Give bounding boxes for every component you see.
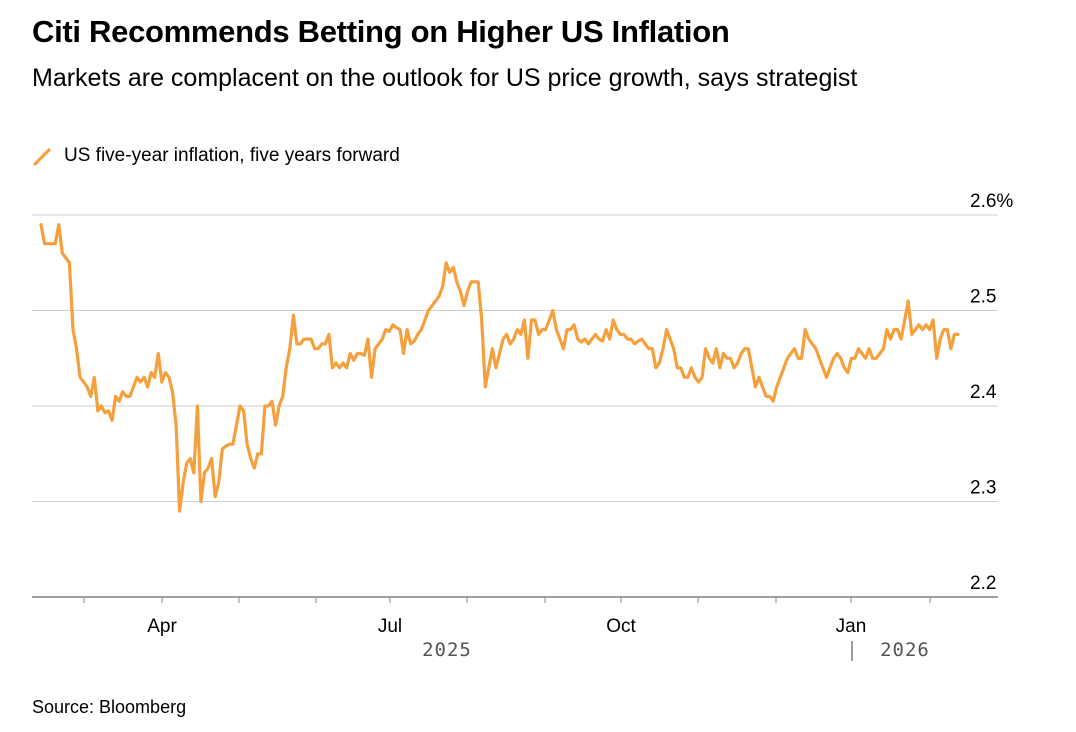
x-axis: Apr Jul Oct Jan 2025 2026	[83, 597, 931, 661]
chart-subtitle: Markets are complacent on the outlook fo…	[32, 64, 858, 92]
gridlines	[32, 214, 998, 598]
y-axis-labels: 2.2 2.3 2.4 2.5 2.6%	[970, 191, 1013, 594]
x-tick-label: Jan	[836, 616, 867, 637]
y-tick-label: 2.5	[970, 287, 996, 308]
x-year-label: 2026	[880, 639, 930, 661]
series-line-inflation	[39, 223, 960, 513]
y-tick-label: 2.6%	[970, 191, 1013, 212]
x-year-label: 2025	[422, 639, 472, 661]
legend-label: US five-year inflation, five years forwa…	[64, 145, 400, 166]
source-note: Source: Bloomberg	[32, 697, 187, 717]
y-tick-label: 2.3	[970, 478, 996, 499]
x-tick-label: Jul	[378, 616, 402, 637]
chart-title: Citi Recommends Betting on Higher US Inf…	[32, 14, 730, 49]
series-layer	[39, 223, 960, 513]
x-tick-label: Apr	[147, 616, 177, 637]
x-tick-label: Oct	[606, 616, 636, 637]
y-tick-label: 2.4	[970, 382, 997, 403]
legend: US five-year inflation, five years forwa…	[32, 145, 400, 167]
legend-line-icon	[33, 148, 51, 166]
y-tick-label: 2.2	[970, 573, 996, 594]
